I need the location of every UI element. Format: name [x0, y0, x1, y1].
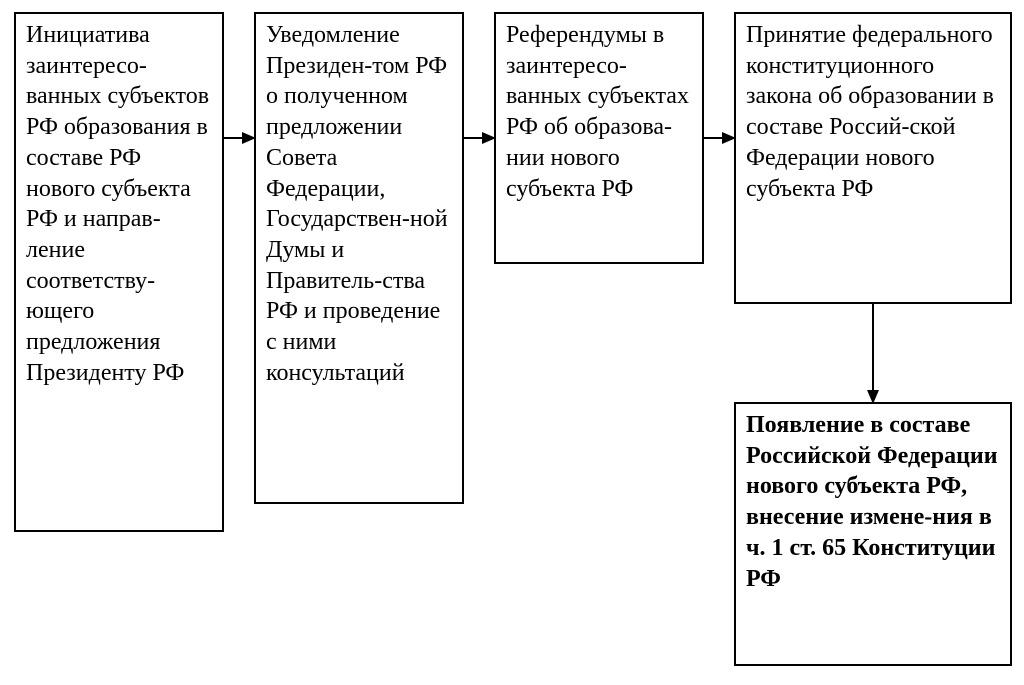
flow-node-n4: Принятие федерального конституционного з…: [734, 12, 1012, 304]
flow-node-n1: Инициатива заинтересо-ванных субъектов Р…: [14, 12, 224, 532]
flow-node-text: Уведомление Президен-том РФ о полученном…: [266, 20, 452, 389]
flow-node-n3: Референдумы в заинтересо-ванных субъекта…: [494, 12, 704, 264]
flow-node-n2: Уведомление Президен-том РФ о полученном…: [254, 12, 464, 504]
flow-node-text: Референдумы в заинтересо-ванных субъекта…: [506, 20, 692, 204]
flow-node-text: Появление в составе Российской Федерации…: [746, 410, 1000, 594]
flow-node-n5: Появление в составе Российской Федерации…: [734, 402, 1012, 666]
flow-node-text: Принятие федерального конституционного з…: [746, 20, 1000, 204]
flowchart-canvas: Инициатива заинтересо-ванных субъектов Р…: [0, 0, 1024, 685]
flow-node-text: Инициатива заинтересо-ванных субъектов Р…: [26, 20, 212, 389]
